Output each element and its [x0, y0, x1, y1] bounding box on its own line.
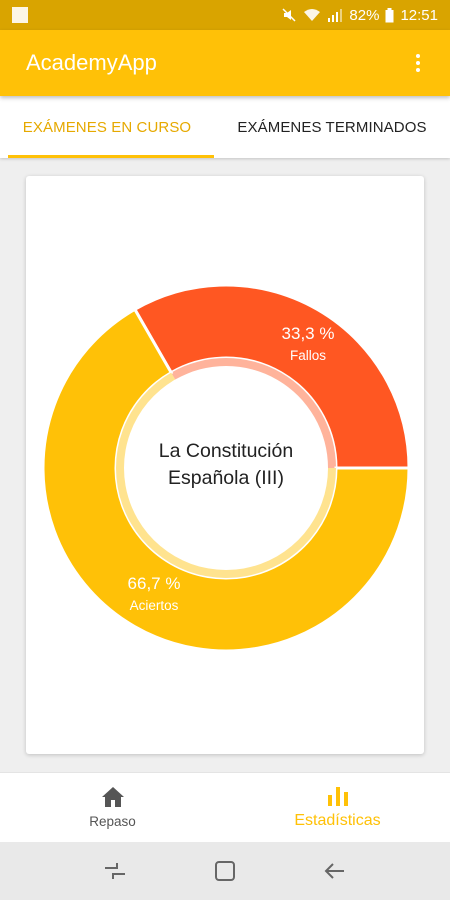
- slice-name-fallos: Fallos: [289, 348, 326, 363]
- donut-inner-ring-fallos: [171, 358, 336, 468]
- battery-icon: [385, 7, 394, 23]
- slice-label-fallos: 33,3 % Fallos: [258, 324, 358, 363]
- tab-examenes-terminados[interactable]: EXÁMENES TERMINADOS: [237, 118, 427, 136]
- app-bar: AcademyApp: [0, 30, 450, 96]
- nav-item-estadisticas[interactable]: Estadísticas: [225, 773, 450, 842]
- overflow-menu-icon[interactable]: [412, 48, 424, 78]
- bar-chart-icon: [327, 786, 348, 806]
- nav-label-estadisticas: Estadísticas: [294, 811, 381, 829]
- home-icon: [101, 787, 124, 807]
- donut-slice-aciertos[interactable]: [41, 307, 411, 653]
- slice-label-aciertos: 66,7 % Aciertos: [104, 574, 204, 613]
- system-navigation-bar: [0, 842, 450, 900]
- nav-label-repaso: Repaso: [89, 814, 136, 829]
- notification-square-icon: [12, 7, 28, 23]
- status-icons: 82% 12:51: [281, 7, 438, 24]
- wifi-icon: [303, 8, 321, 22]
- slice-name-aciertos: Aciertos: [129, 598, 179, 613]
- stats-card: La Constitución Española (III) 33,3 % Fa…: [26, 176, 424, 754]
- app-title: AcademyApp: [26, 50, 157, 75]
- recents-icon[interactable]: [103, 861, 127, 881]
- slice-value-fallos: 33,3 %: [281, 324, 335, 343]
- back-arrow-icon[interactable]: [323, 861, 347, 881]
- status-bar: 82% 12:51: [0, 0, 450, 30]
- battery-percent: 82%: [349, 6, 380, 24]
- bottom-navigation: Repaso Estadísticas: [0, 772, 450, 842]
- donut-slice-fallos[interactable]: [132, 283, 411, 470]
- chart-center-line-1: La Constitución: [158, 440, 294, 462]
- slice-value-aciertos: 66,7 %: [127, 574, 181, 593]
- home-square-icon[interactable]: [213, 860, 237, 882]
- mute-icon: [281, 7, 297, 23]
- tab-bar: EXÁMENES EN CURSO EXÁMENES TERMINADOS: [0, 96, 450, 158]
- chart-center-title: La Constitución Española (III): [116, 438, 336, 492]
- signal-icon: [327, 8, 343, 22]
- tab-examenes-en-curso[interactable]: EXÁMENES EN CURSO: [0, 96, 214, 158]
- chart-center-line-2: Española (III): [168, 467, 284, 489]
- nav-item-repaso[interactable]: Repaso: [0, 773, 225, 842]
- donut-chart: [41, 283, 411, 653]
- clock: 12:51: [400, 6, 438, 24]
